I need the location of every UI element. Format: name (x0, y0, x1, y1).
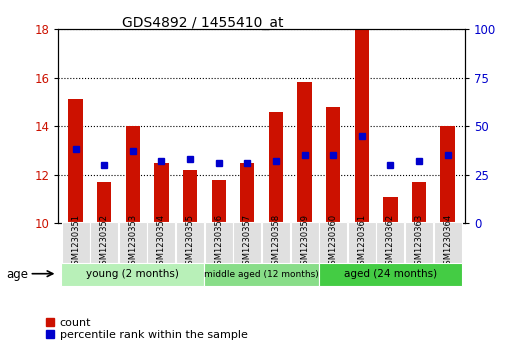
Bar (269, 111, 283, 223)
Bar (412, 182, 426, 223)
FancyBboxPatch shape (119, 222, 147, 263)
Text: young (2 months): young (2 months) (86, 269, 179, 280)
FancyBboxPatch shape (61, 222, 89, 263)
Text: GSM1230353: GSM1230353 (129, 214, 137, 270)
Bar (355, 29, 369, 223)
Bar (154, 163, 169, 223)
Text: GSM1230360: GSM1230360 (329, 214, 338, 270)
FancyBboxPatch shape (204, 263, 319, 286)
Bar (297, 82, 312, 223)
Bar (211, 180, 226, 223)
Text: GSM1230359: GSM1230359 (300, 214, 309, 270)
Bar (440, 126, 455, 223)
Text: GSM1230363: GSM1230363 (415, 214, 424, 270)
FancyBboxPatch shape (262, 222, 290, 263)
Text: GSM1230357: GSM1230357 (243, 214, 252, 270)
Text: aged (24 months): aged (24 months) (344, 269, 437, 280)
FancyBboxPatch shape (233, 222, 261, 263)
FancyBboxPatch shape (319, 263, 462, 286)
Bar (183, 170, 197, 223)
FancyBboxPatch shape (147, 222, 175, 263)
Text: age: age (7, 268, 28, 281)
Legend: count, percentile rank within the sample: count, percentile rank within the sample (46, 318, 247, 340)
FancyBboxPatch shape (434, 222, 462, 263)
FancyBboxPatch shape (319, 222, 347, 263)
Text: GSM1230354: GSM1230354 (157, 214, 166, 270)
Text: GSM1230364: GSM1230364 (443, 214, 452, 270)
Text: middle aged (12 months): middle aged (12 months) (204, 270, 319, 279)
Bar (240, 163, 255, 223)
FancyBboxPatch shape (405, 222, 433, 263)
Text: GSM1230355: GSM1230355 (185, 214, 195, 270)
Bar (326, 107, 340, 223)
Text: GSM1230351: GSM1230351 (71, 214, 80, 270)
FancyBboxPatch shape (176, 222, 204, 263)
Text: GSM1230362: GSM1230362 (386, 214, 395, 270)
Bar (125, 126, 140, 223)
FancyBboxPatch shape (348, 222, 376, 263)
Bar (383, 196, 398, 223)
FancyBboxPatch shape (205, 222, 233, 263)
Text: GDS4892 / 1455410_at: GDS4892 / 1455410_at (122, 16, 284, 30)
Text: GSM1230352: GSM1230352 (100, 214, 109, 270)
Bar (97, 182, 111, 223)
Text: GSM1230356: GSM1230356 (214, 214, 223, 270)
Text: GSM1230358: GSM1230358 (271, 214, 280, 270)
FancyBboxPatch shape (61, 263, 204, 286)
FancyBboxPatch shape (90, 222, 118, 263)
FancyBboxPatch shape (376, 222, 404, 263)
Text: GSM1230361: GSM1230361 (357, 214, 366, 270)
FancyBboxPatch shape (291, 222, 319, 263)
Bar (69, 99, 83, 223)
